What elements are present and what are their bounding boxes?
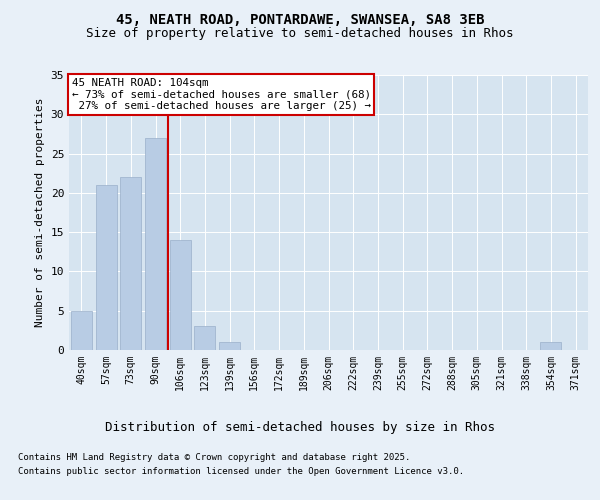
Bar bbox=[541, 342, 562, 350]
Text: 45, NEATH ROAD, PONTARDAWE, SWANSEA, SA8 3EB: 45, NEATH ROAD, PONTARDAWE, SWANSEA, SA8… bbox=[116, 12, 484, 26]
Text: Size of property relative to semi-detached houses in Rhos: Size of property relative to semi-detach… bbox=[86, 28, 514, 40]
Y-axis label: Number of semi-detached properties: Number of semi-detached properties bbox=[35, 98, 45, 327]
Text: Distribution of semi-detached houses by size in Rhos: Distribution of semi-detached houses by … bbox=[105, 421, 495, 434]
Text: Contains HM Land Registry data © Crown copyright and database right 2025.: Contains HM Land Registry data © Crown c… bbox=[18, 454, 410, 462]
Text: 45 NEATH ROAD: 104sqm
← 73% of semi-detached houses are smaller (68)
 27% of sem: 45 NEATH ROAD: 104sqm ← 73% of semi-deta… bbox=[71, 78, 371, 111]
Bar bbox=[170, 240, 191, 350]
Bar bbox=[120, 177, 141, 350]
Bar bbox=[71, 310, 92, 350]
Bar bbox=[95, 185, 116, 350]
Bar bbox=[219, 342, 240, 350]
Bar bbox=[145, 138, 166, 350]
Text: Contains public sector information licensed under the Open Government Licence v3: Contains public sector information licen… bbox=[18, 467, 464, 476]
Bar bbox=[194, 326, 215, 350]
